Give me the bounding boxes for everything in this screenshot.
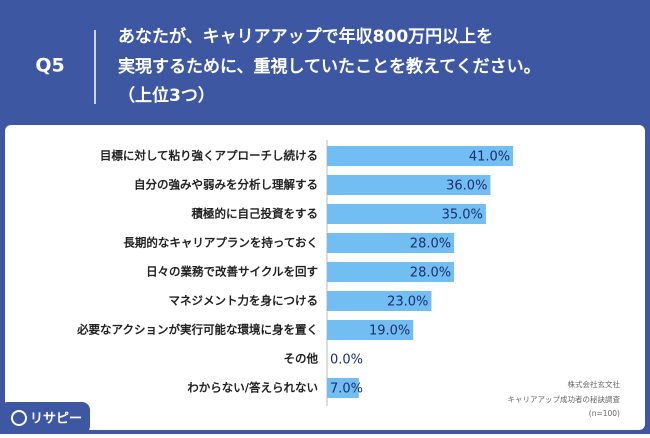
- bar: [327, 175, 491, 195]
- brand: リサピー: [30, 412, 82, 427]
- bar: [327, 378, 359, 398]
- brand-icon: [11, 410, 27, 426]
- category-label: 積極的に自己投資をする: [191, 207, 319, 221]
- bar: [327, 291, 432, 311]
- plot: 目標に対して粘り強くアプローチし続ける 41.0% 自分の強みや弱みを分析し理解する…: [76, 146, 514, 398]
- question-number: Q5: [35, 55, 64, 77]
- source: 株式会社玄文社: [568, 379, 621, 389]
- category-label: 目標に対して粘り強くアプローチし続ける: [100, 149, 318, 163]
- category-label: わからない/答えられない: [187, 381, 318, 395]
- bar: [327, 204, 486, 224]
- category-label: 自分の強みや弱みを分析し理解する: [134, 178, 318, 192]
- value-label: 7.0%: [330, 382, 363, 397]
- category-label: その他: [284, 352, 319, 366]
- value-label: 28.0%: [410, 266, 451, 281]
- bar: [327, 320, 414, 340]
- title-line: あなたが、キャリアアップで年収800万円以上を: [118, 26, 493, 47]
- title-line: 実現するために、重視していたことを教えてください。: [118, 56, 541, 77]
- title-line: （上位3つ）: [118, 85, 215, 106]
- value-label: 0.0%: [330, 353, 363, 368]
- value-label: 36.0%: [446, 179, 487, 194]
- bar: [327, 233, 455, 253]
- brand-tab: [0, 402, 90, 434]
- value-label: 35.0%: [442, 208, 483, 223]
- category-label: マネジメント力を身につける: [169, 294, 319, 308]
- value-label: 28.0%: [410, 237, 451, 252]
- bar: [327, 146, 514, 166]
- value-label: 41.0%: [469, 150, 510, 165]
- source: キャリアアップ成功者の秘訣調査: [508, 394, 621, 404]
- source: (n=100): [589, 409, 620, 418]
- bar: [327, 262, 455, 282]
- panel: [5, 125, 645, 430]
- category-label: 長期的なキャリアプランを持っておく: [123, 236, 318, 250]
- category-label: 必要なアクションが実行可能な環境に身を置く: [76, 323, 318, 337]
- category-label: 日々の業務で改善サイクルを回す: [146, 265, 318, 279]
- value-label: 19.0%: [369, 324, 410, 339]
- value-label: 23.0%: [387, 295, 428, 310]
